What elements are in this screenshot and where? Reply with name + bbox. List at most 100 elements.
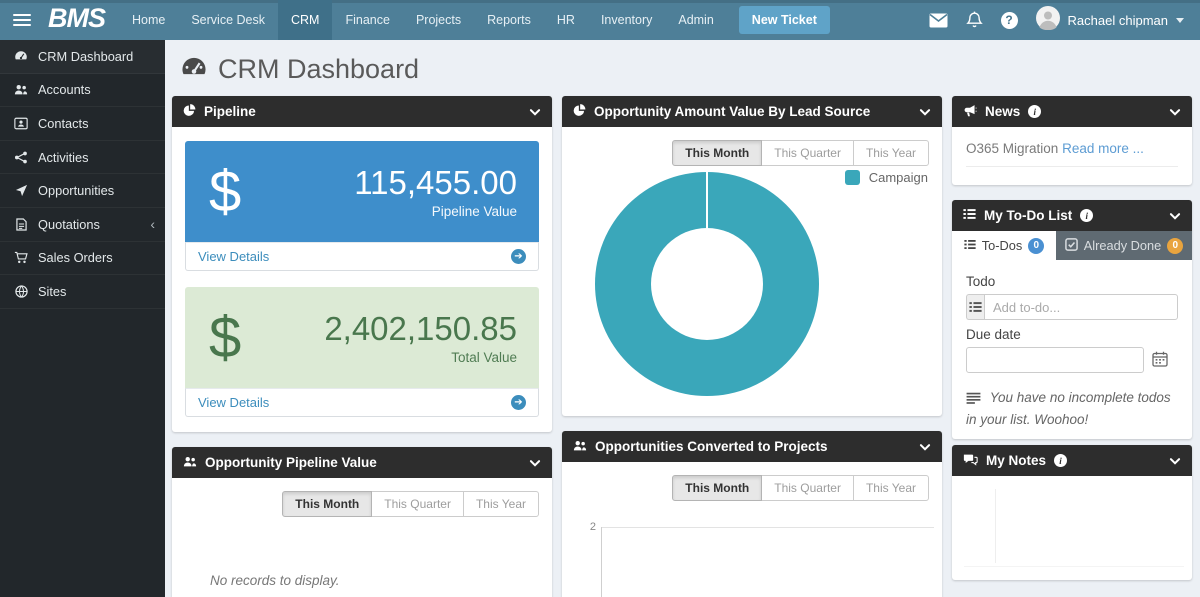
panel-title: Opportunity Pipeline Value (205, 455, 377, 470)
sidebar-item-label: Quotations (38, 216, 100, 232)
chevron-left-icon: ‹ (150, 216, 155, 233)
globe-icon (13, 285, 29, 298)
due-date-label: Due date (966, 327, 1021, 342)
navbar-right: ? Rachael chipman (929, 0, 1200, 40)
nav-item-finance[interactable]: Finance (345, 13, 390, 27)
main-nav: Home Service Desk CRM Finance Projects R… (119, 0, 727, 40)
new-ticket-button[interactable]: New Ticket (738, 6, 830, 34)
sidebar-item-contacts[interactable]: Contacts (0, 107, 165, 141)
legend-item-campaign[interactable]: Campaign (844, 170, 928, 185)
tab-already-done[interactable]: Already Done 0 (1056, 231, 1192, 260)
question-icon[interactable]: ? (1000, 11, 1018, 29)
file-icon (13, 218, 29, 231)
total-value: 2,402,150.85 (324, 309, 517, 347)
add-todo-input[interactable] (984, 294, 1178, 320)
todo-empty-state: You have no incomplete todos in your lis… (966, 388, 1178, 429)
lead-source-header: Opportunity Amount Value By Lead Source (562, 96, 942, 127)
sidebar-item-label: Sites (38, 283, 67, 299)
checkbox-check-icon (1064, 237, 1078, 254)
read-more-link[interactable]: Read more ... (1062, 141, 1144, 156)
arrow-circle-icon[interactable]: ➔ (511, 395, 526, 410)
user-menu[interactable]: Rachael chipman (1035, 5, 1184, 35)
tab-this-year[interactable]: This Year (852, 475, 929, 502)
pipeline-value-widget: $ 115,455.00 Pipeline Value View Details… (185, 141, 539, 271)
arrow-circle-icon[interactable]: ➔ (511, 249, 526, 264)
dashboard-icon (13, 50, 29, 62)
chevron-down-icon[interactable] (529, 457, 541, 469)
nav-item-projects[interactable]: Projects (415, 13, 462, 27)
tab-todos[interactable]: To-Dos 0 (952, 231, 1056, 260)
donut-hole (651, 228, 763, 340)
brand-logo[interactable]: BMS (48, 2, 106, 33)
todo-panel: My To-Do List i To-Dos 0 (952, 200, 1192, 440)
todo-tabs: To-Dos 0 Already Done 0 (952, 231, 1192, 260)
dollar-icon: $ (209, 158, 242, 224)
converted-projects-panel: Opportunities Converted to Projects This… (562, 431, 942, 597)
tab-this-quarter[interactable]: This Quarter (761, 475, 854, 502)
panel-title: Opportunity Amount Value By Lead Source (594, 104, 871, 119)
chevron-down-icon[interactable] (529, 106, 541, 118)
chevron-down-icon[interactable] (1169, 106, 1181, 118)
sidebar-item-sales-orders[interactable]: Sales Orders (0, 242, 165, 276)
sidebar-item-sites[interactable]: Sites (0, 275, 165, 309)
tab-label: Already Done (1083, 238, 1162, 253)
menu-icon[interactable] (0, 0, 44, 40)
opportunity-pipeline-value-header: Opportunity Pipeline Value (172, 447, 552, 478)
tab-label: To-Dos (981, 238, 1023, 253)
sidebar-item-accounts[interactable]: Accounts (0, 74, 165, 108)
tab-this-quarter[interactable]: This Quarter (371, 491, 464, 518)
donut-chart[interactable] (595, 172, 819, 396)
tab-this-quarter[interactable]: This Quarter (761, 140, 854, 167)
users-icon (13, 83, 29, 96)
view-details-link[interactable]: View Details (198, 395, 270, 410)
pipeline-value: 115,455.00 (354, 163, 517, 201)
chevron-down-icon[interactable] (919, 441, 931, 453)
empty-state-text: No records to display. (210, 573, 340, 588)
notes-panel: My Notes i (952, 445, 1192, 581)
bell-icon[interactable] (965, 11, 983, 29)
page-header: CRM Dashboard (165, 40, 1200, 96)
nav-item-reports[interactable]: Reports (487, 13, 531, 27)
sidebar-item-opportunities[interactable]: Opportunities (0, 174, 165, 208)
sidebar-item-quotations[interactable]: Quotations ‹ (0, 208, 165, 242)
tab-this-year[interactable]: This Year (462, 491, 539, 518)
tab-this-month[interactable]: This Month (672, 475, 763, 502)
nav-item-admin[interactable]: Admin (678, 13, 714, 27)
notes-empty-area[interactable] (952, 476, 1192, 580)
notes-header: My Notes i (952, 445, 1192, 477)
dashboard-icon (180, 56, 208, 84)
users-icon (183, 455, 197, 471)
panel-title: Pipeline (204, 104, 256, 119)
opportunity-pipeline-value-panel: Opportunity Pipeline Value This Month Th… (172, 447, 552, 597)
tab-this-month[interactable]: This Month (672, 140, 763, 167)
user-name: Rachael chipman (1067, 12, 1168, 28)
calendar-icon[interactable] (1152, 351, 1168, 370)
chevron-down-icon[interactable] (1169, 455, 1181, 467)
envelope-icon[interactable] (929, 13, 948, 28)
nav-item-hr[interactable]: HR (556, 13, 575, 27)
sidebar-item-activities[interactable]: Activities (0, 141, 165, 175)
panel-title: News (985, 104, 1021, 119)
sidebar-item-label: Activities (38, 149, 89, 165)
view-details-link[interactable]: View Details (198, 249, 270, 264)
tab-this-month[interactable]: This Month (282, 491, 373, 518)
total-value-label: Total Value (451, 350, 517, 366)
chevron-down-icon[interactable] (1169, 210, 1181, 222)
comments-icon (963, 453, 978, 469)
list-icon[interactable] (966, 294, 984, 320)
users-icon (573, 439, 587, 455)
sidebar-item-crm-dashboard[interactable]: CRM Dashboard (0, 40, 165, 74)
chart-gridline (601, 527, 934, 528)
due-date-input[interactable] (966, 347, 1144, 373)
tab-this-year[interactable]: This Year (852, 140, 929, 167)
nav-item-service-desk[interactable]: Service Desk (191, 13, 265, 27)
list-icon (964, 238, 976, 253)
nav-item-inventory[interactable]: Inventory (600, 13, 653, 27)
nav-item-home[interactable]: Home (132, 13, 166, 27)
chevron-down-icon[interactable] (919, 106, 931, 118)
nav-item-crm[interactable]: CRM (277, 0, 333, 40)
sidebar-item-label: CRM Dashboard (38, 48, 134, 64)
share-icon (13, 151, 29, 164)
panel-title: My To-Do List (984, 208, 1073, 223)
sidebar-item-label: Opportunities (38, 183, 115, 199)
